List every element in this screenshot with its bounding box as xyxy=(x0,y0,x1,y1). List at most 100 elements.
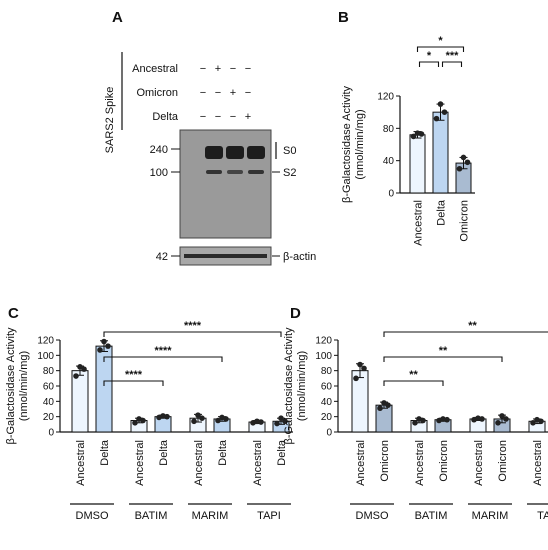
data-point xyxy=(412,420,418,426)
y-axis-label-line: (nmol/min/mg) xyxy=(354,109,366,179)
y-tick-label: 120 xyxy=(37,336,54,347)
x-tick-label: Omicron xyxy=(438,440,450,482)
y-axis-label: β-Galactosidase Activity(nmol/min/mg) xyxy=(5,327,30,444)
significance-bracket xyxy=(441,61,463,67)
data-point xyxy=(499,413,505,419)
lane-mark: − xyxy=(230,111,236,123)
s0-band-lane2 xyxy=(205,146,223,159)
data-point xyxy=(441,109,448,115)
data-point xyxy=(530,420,536,426)
significance-bracket xyxy=(103,356,223,362)
significance-bracket xyxy=(418,61,440,67)
lane-mark: − xyxy=(200,111,206,123)
panel-label-a: A xyxy=(112,9,123,26)
data-point xyxy=(456,165,463,172)
data-point xyxy=(254,418,260,425)
bar xyxy=(409,134,426,194)
significance-bracket xyxy=(383,380,444,386)
significance-label: **** xyxy=(184,320,202,332)
blot-condition-ancestral: Ancestral xyxy=(132,63,178,75)
y-tick-label: 80 xyxy=(383,124,395,135)
data-point xyxy=(440,416,446,422)
y-tick-label: 60 xyxy=(321,382,333,393)
group-label: TAPI xyxy=(257,510,281,522)
data-point xyxy=(136,416,142,422)
y-axis-label-line: β-Galactosidase Activity xyxy=(283,327,295,444)
bar xyxy=(432,111,449,194)
chart-panel-b: 0 40 80 120 β-Galactosidase Activity(nmol/mi… xyxy=(341,35,475,246)
data-point xyxy=(77,364,83,370)
lane-mark: − xyxy=(215,111,221,123)
x-tick-label: Delta xyxy=(99,439,111,466)
group-label: TAPI xyxy=(537,510,548,522)
significance-bracket xyxy=(103,331,282,337)
group-label: BATIM xyxy=(135,510,168,522)
lane-mark: + xyxy=(215,63,221,75)
blot-condition-delta: Delta xyxy=(152,111,179,123)
significance-label: **** xyxy=(154,345,172,357)
significance-bracket xyxy=(103,380,164,386)
s0-band-lane3 xyxy=(226,146,244,159)
data-point xyxy=(199,415,205,422)
lane-mark: − xyxy=(245,87,251,99)
x-tick-label: Ancestral xyxy=(413,200,425,246)
data-point xyxy=(361,365,367,372)
y-tick-label: 0 xyxy=(388,189,394,200)
x-tick-label: Ancestral xyxy=(414,440,426,486)
x-tick-label: Ancestral xyxy=(355,440,367,486)
data-point xyxy=(377,405,383,412)
data-point xyxy=(132,420,138,426)
x-tick-label: Ancestral xyxy=(252,440,264,486)
data-point xyxy=(437,101,444,107)
x-tick-label: Ancestral xyxy=(193,440,205,486)
data-point xyxy=(278,415,284,422)
data-point xyxy=(101,338,107,345)
y-tick-label: 60 xyxy=(43,382,55,393)
lane-mark: + xyxy=(245,111,251,123)
actin-band xyxy=(184,254,267,258)
data-point xyxy=(433,115,440,122)
panel-label-b: B xyxy=(338,9,349,26)
significance-label: * xyxy=(438,35,443,47)
data-point xyxy=(353,375,359,382)
y-tick-label: 120 xyxy=(315,336,332,347)
mw-marker-100: 100 xyxy=(150,167,168,179)
y-axis-label: β-Galactosidase Activity(nmol/min/mg) xyxy=(283,327,308,444)
data-point xyxy=(274,420,280,427)
x-tick-label: Delta xyxy=(217,439,229,466)
data-point xyxy=(414,130,421,136)
western-blot-panel: SARS2 Spike Ancestral Omicron Delta − + − −… xyxy=(104,52,316,266)
data-point xyxy=(219,414,225,421)
y-tick-label: 80 xyxy=(43,366,55,377)
data-point xyxy=(475,415,481,422)
significance-label: ** xyxy=(468,320,477,332)
data-point xyxy=(416,416,422,422)
x-tick-label: Omicron xyxy=(459,200,471,242)
significance-label: * xyxy=(427,50,432,62)
lane-mark-grid: − + − −− − + −− − − + xyxy=(200,63,251,123)
data-point xyxy=(381,400,387,406)
blot-condition-omicron: Omicron xyxy=(136,87,178,99)
band-label-s0: S0 xyxy=(283,145,296,157)
lane-mark: − xyxy=(200,63,206,75)
group-label: MARIM xyxy=(472,510,509,522)
y-tick-label: 40 xyxy=(321,397,333,408)
x-tick-label: Ancestral xyxy=(75,440,87,486)
s2-band-lane3 xyxy=(227,170,243,174)
panel-label-c: C xyxy=(8,305,19,322)
significance-bracket xyxy=(383,356,503,362)
band-label-s2: S2 xyxy=(283,167,296,179)
s2-band-lane2 xyxy=(206,170,222,174)
data-point xyxy=(73,373,79,379)
data-point xyxy=(460,154,467,161)
y-tick-label: 40 xyxy=(383,156,395,167)
data-point xyxy=(195,412,201,418)
x-tick-label: Omicron xyxy=(497,440,509,482)
y-axis-label-line: β-Galactosidase Activity xyxy=(5,327,17,444)
s2-bands xyxy=(206,170,264,174)
significance-label: **** xyxy=(125,369,143,381)
y-tick-label: 100 xyxy=(37,351,54,362)
data-point xyxy=(503,416,509,422)
s2-band-lane4 xyxy=(248,170,264,174)
